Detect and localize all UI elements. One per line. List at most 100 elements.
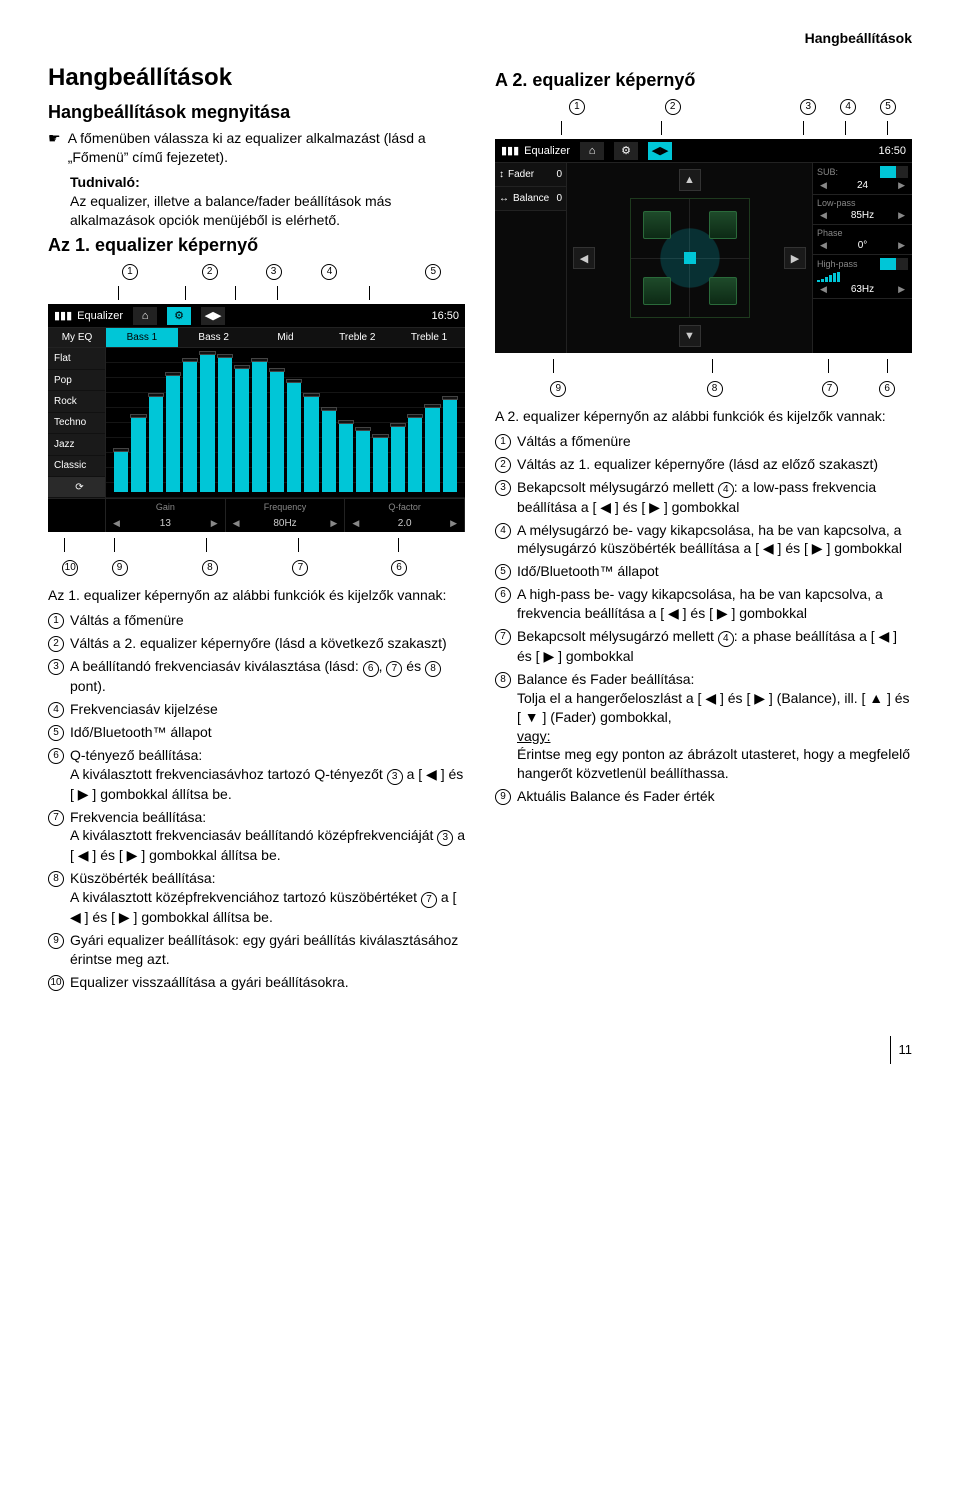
callout-circle: 6	[879, 381, 895, 397]
sub-section: SUB: ◀24▶	[813, 163, 912, 195]
section-screen1: Az 1. equalizer képernyő	[48, 235, 465, 256]
lowpass-value[interactable]: ◀85Hz▶	[817, 210, 908, 221]
right-column: A 2. equalizer képernyő 12345 ▮▮▮ Equali…	[495, 64, 912, 996]
eq-band-tab[interactable]: Bass 1	[106, 328, 178, 347]
fader-down-button[interactable]: ▼	[679, 325, 701, 347]
eq-band-tab[interactable]: Bass 2	[178, 328, 250, 347]
callout-circle: 8	[495, 672, 511, 688]
callout-circle: 7	[495, 629, 511, 645]
callout-circle: 5	[48, 725, 64, 741]
fader-up-button[interactable]: ▲	[679, 169, 701, 191]
sub-toggle[interactable]	[880, 166, 908, 178]
eq-bar	[270, 371, 284, 492]
page-title: Hangbeállítások	[48, 64, 465, 92]
balance-left-button[interactable]: ◀	[573, 247, 595, 269]
bars-icon: ▮▮▮	[501, 144, 519, 157]
equalizer-screenshot-1: ▮▮▮ Equalizer ⌂ ⚙ ◀▶ 16:50 My EQ Bass 1B…	[48, 304, 465, 532]
eq-bar	[252, 361, 266, 492]
callout-circle: 2	[665, 99, 681, 115]
callout-circle: 2	[48, 636, 64, 652]
callout-circle: 1	[569, 99, 585, 115]
position-dot	[684, 252, 696, 264]
fb-readout: ↔Balance0	[495, 187, 566, 211]
sliders-icon[interactable]: ⚙	[614, 142, 638, 160]
myeq-tab[interactable]: My EQ	[48, 328, 106, 347]
callout-circle: 5	[880, 99, 896, 115]
callouts-bottom-2: 9876	[501, 379, 912, 397]
section-screen2: A 2. equalizer képernyő	[495, 70, 912, 91]
speaker-icon[interactable]: ◀▶	[648, 142, 672, 160]
home-icon[interactable]: ⌂	[133, 307, 157, 325]
callout-circle: 9	[550, 381, 566, 397]
sliders-icon[interactable]: ⚙	[167, 307, 191, 325]
home-icon[interactable]: ⌂	[580, 142, 604, 160]
clock: 16:50	[878, 145, 906, 157]
eq-preset[interactable]: Classic	[48, 456, 105, 477]
eq-bar	[304, 396, 318, 493]
page-footer: 11	[48, 1036, 912, 1064]
callout-circle: 6	[48, 748, 64, 764]
eq-title: ▮▮▮ Equalizer	[54, 309, 123, 322]
phase-section: Phase ◀0°▶	[813, 225, 912, 255]
list-item: 10Equalizer visszaállítása a gyári beáll…	[48, 973, 465, 992]
callouts-top-2: 12345	[513, 97, 912, 115]
eq-bar	[235, 368, 249, 492]
callout-circle: 6	[495, 587, 511, 603]
callout-circle: 6	[363, 661, 379, 677]
lowpass-section: Low-pass ◀85Hz▶	[813, 195, 912, 225]
eq-param-value[interactable]: ◀13▶	[106, 515, 226, 532]
callout-circle: 2	[495, 457, 511, 473]
list-item: 1Váltás a főmenüre	[495, 432, 912, 451]
list-item: 9Gyári equalizer beállítások: egy gyári …	[48, 931, 465, 969]
list-item: 5Idő/Bluetooth™ állapot	[495, 562, 912, 581]
eq-bar	[425, 407, 439, 493]
callout-circle: 7	[386, 661, 402, 677]
callout-circle: 8	[202, 560, 218, 576]
phase-value[interactable]: ◀0°▶	[817, 240, 908, 251]
screen2-intro: A 2. equalizer képernyőn az alábbi funkc…	[495, 407, 912, 426]
eq-bar	[373, 437, 387, 492]
callout-circle: 3	[266, 264, 282, 280]
sub-level[interactable]: ◀24▶	[817, 180, 908, 191]
eq-preset[interactable]: Techno	[48, 413, 105, 434]
eq-preset[interactable]: Rock	[48, 391, 105, 412]
eq-preset[interactable]: Flat	[48, 348, 105, 369]
eq-param-label: Q-factor	[345, 499, 465, 515]
callout-circle: 3	[48, 659, 64, 675]
callout-circle: 4	[321, 264, 337, 280]
eq-reset-button[interactable]: ⟳	[48, 477, 105, 498]
highpass-toggle[interactable]	[880, 258, 908, 270]
screen1-intro: Az 1. equalizer képernyőn az alábbi funk…	[48, 586, 465, 605]
eq-bar	[287, 382, 301, 492]
callout-circle: 3	[495, 480, 511, 496]
list-item: 8Küszöbérték beállítása:A kiválasztott k…	[48, 869, 465, 927]
callout-circle: 2	[202, 264, 218, 280]
list-item: 4A mélysugárzó be- vagy kikapcsolása, ha…	[495, 521, 912, 559]
eq-bar	[218, 357, 232, 492]
list-item: 3Bekapcsolt mélysugárzó mellett 4: a low…	[495, 478, 912, 517]
eq-bar	[391, 426, 405, 492]
eq-param-value[interactable]: ◀2.0▶	[345, 515, 465, 532]
eq-band-tab[interactable]: Mid	[250, 328, 322, 347]
eq-preset[interactable]: Jazz	[48, 434, 105, 455]
speaker-icon[interactable]: ◀▶	[201, 307, 225, 325]
balance-fader-grid[interactable]	[630, 198, 750, 318]
eq-bar	[339, 423, 353, 492]
highpass-value[interactable]: ◀63Hz▶	[817, 284, 908, 295]
eq-band-tab[interactable]: Treble 2	[321, 328, 393, 347]
eq-bar	[200, 354, 214, 492]
list-item: 9Aktuális Balance és Fader érték	[495, 787, 912, 806]
callout-circle: 8	[425, 661, 441, 677]
eq-band-tab[interactable]: Treble 1	[393, 328, 465, 347]
callout-circle: 8	[48, 871, 64, 887]
pointer-icon: ☛	[48, 129, 62, 167]
eq-preset[interactable]: Pop	[48, 370, 105, 391]
eq-param-value[interactable]: ◀80Hz▶	[226, 515, 346, 532]
eq2-title: ▮▮▮ Equalizer	[501, 144, 570, 157]
running-header: Hangbeállítások	[48, 30, 912, 46]
list-item: 2Váltás az 1. equalizer képernyőre (lásd…	[495, 455, 912, 474]
callout-circle: 4	[48, 702, 64, 718]
callout-circle: 3	[387, 769, 403, 785]
balance-right-button[interactable]: ▶	[784, 247, 806, 269]
list-item: 6Q-tényező beállítása:A kiválasztott fre…	[48, 746, 465, 804]
